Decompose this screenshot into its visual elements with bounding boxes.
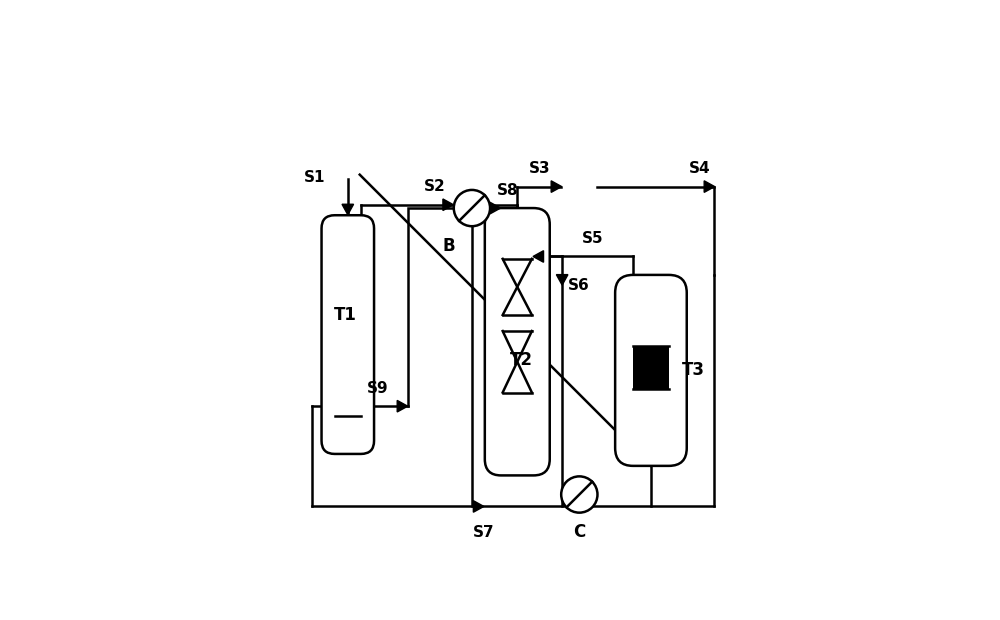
Text: B: B xyxy=(443,237,455,255)
Text: S8: S8 xyxy=(497,182,519,198)
Text: S4: S4 xyxy=(689,161,711,176)
Polygon shape xyxy=(342,204,354,215)
Text: S5: S5 xyxy=(582,231,604,246)
Text: C: C xyxy=(573,523,585,541)
Polygon shape xyxy=(556,275,568,285)
Polygon shape xyxy=(533,250,544,262)
Text: T1: T1 xyxy=(334,306,357,324)
Text: T2: T2 xyxy=(510,352,533,370)
Polygon shape xyxy=(490,202,501,214)
Text: S2: S2 xyxy=(423,179,445,194)
FancyBboxPatch shape xyxy=(322,215,374,454)
Text: S3: S3 xyxy=(528,161,550,176)
Polygon shape xyxy=(443,199,453,211)
Polygon shape xyxy=(704,181,715,192)
Polygon shape xyxy=(397,401,408,412)
Circle shape xyxy=(454,190,490,226)
Polygon shape xyxy=(473,501,484,512)
Circle shape xyxy=(561,476,597,513)
Text: T3: T3 xyxy=(681,361,704,379)
FancyBboxPatch shape xyxy=(615,275,687,466)
FancyBboxPatch shape xyxy=(485,208,550,476)
Text: S1: S1 xyxy=(303,169,325,185)
Text: S7: S7 xyxy=(473,525,495,539)
Bar xyxy=(633,345,669,389)
Text: S6: S6 xyxy=(568,278,590,293)
Text: S9: S9 xyxy=(367,381,388,396)
Polygon shape xyxy=(551,181,562,192)
